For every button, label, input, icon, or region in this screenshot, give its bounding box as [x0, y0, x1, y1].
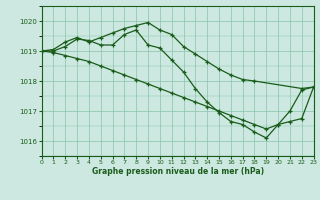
X-axis label: Graphe pression niveau de la mer (hPa): Graphe pression niveau de la mer (hPa)	[92, 167, 264, 176]
